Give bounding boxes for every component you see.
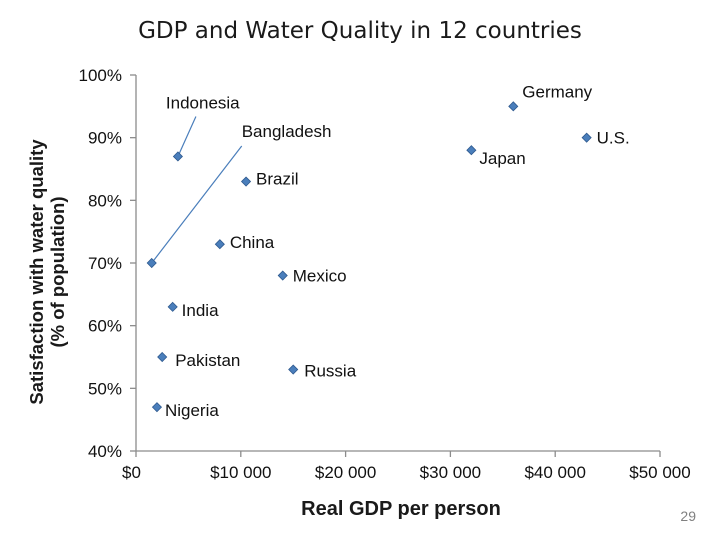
- page-number: 29: [680, 508, 696, 524]
- y-tick-label: 50%: [88, 379, 122, 398]
- y-tick-label: 70%: [88, 254, 122, 273]
- point-bangladesh: [146, 257, 157, 269]
- label-u-s: U.S.: [597, 129, 630, 148]
- label-india: India: [182, 301, 219, 320]
- label-bangladesh: Bangladesh: [242, 122, 332, 141]
- y-tick-label: 90%: [88, 129, 122, 148]
- y-tick-label: 40%: [88, 442, 122, 461]
- y-tick-label: 100%: [79, 66, 122, 85]
- x-tick-label: $20 000: [315, 463, 376, 482]
- x-tick-label: $30 000: [420, 463, 481, 482]
- point-indonesia: [172, 151, 183, 162]
- bangladesh-leader-line: [151, 145, 243, 264]
- point-pakistan: [157, 351, 168, 363]
- label-china: China: [230, 233, 275, 252]
- point-china: [214, 239, 225, 250]
- point-germany: [508, 101, 519, 112]
- label-mexico: Mexico: [293, 267, 347, 286]
- label-russia: Russia: [304, 362, 357, 381]
- point-mexico: [277, 270, 288, 281]
- chart-title: GDP and Water Quality in 12 countries: [138, 18, 582, 44]
- label-indonesia: Indonesia: [166, 93, 240, 112]
- label-nigeria: Nigeria: [165, 401, 219, 420]
- point-brazil: [240, 176, 252, 187]
- x-tick-label: $0: [122, 463, 141, 482]
- point-russia: [288, 364, 299, 375]
- indonesia-leader-line: [177, 116, 197, 157]
- point-india: [167, 301, 178, 312]
- point-japan: [466, 145, 477, 156]
- label-japan: Japan: [479, 149, 525, 168]
- x-tick-label: $10 000: [210, 463, 271, 482]
- x-axis-title: Real GDP per person: [301, 498, 501, 520]
- x-tick-label: $50 000: [629, 463, 690, 482]
- label-brazil: Brazil: [256, 170, 299, 189]
- y-tick-label: 60%: [88, 317, 122, 336]
- point-u-s: [581, 132, 592, 143]
- x-tick-label: $40 000: [524, 463, 585, 482]
- label-pakistan: Pakistan: [175, 351, 240, 370]
- point-nigeria: [151, 402, 163, 413]
- label-germany: Germany: [522, 82, 592, 101]
- y-tick-label: 80%: [88, 191, 122, 210]
